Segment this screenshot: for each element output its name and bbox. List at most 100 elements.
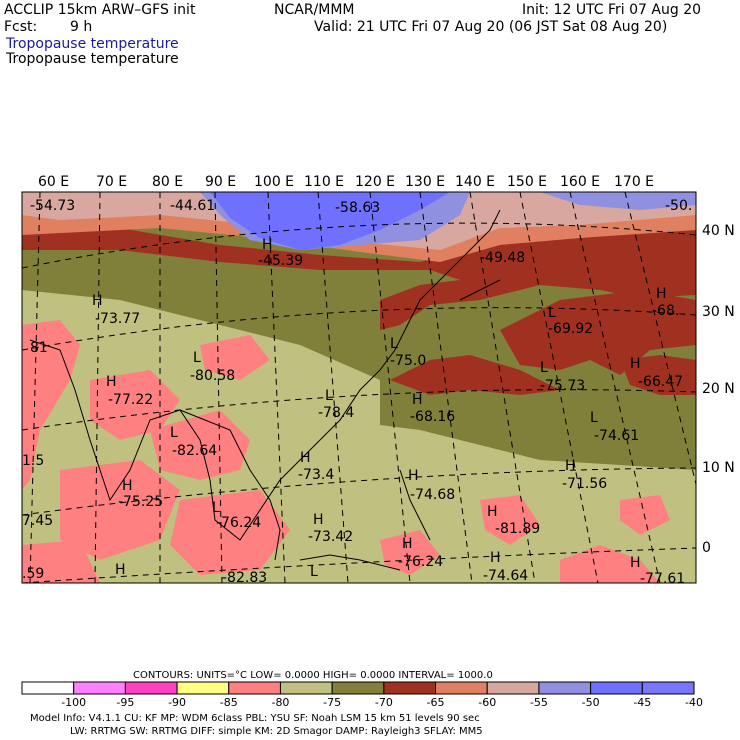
high-marker: H <box>490 550 501 566</box>
extremum-label: -74.61 <box>594 428 639 444</box>
extremum-label: -75.25 <box>118 494 163 510</box>
low-marker: L <box>310 564 318 580</box>
map-frame <box>21 191 697 584</box>
extremum-label: -76.24 <box>398 554 443 570</box>
shaded-field-label: Tropopause temperature <box>6 36 179 52</box>
colorbar-swatch <box>331 681 385 695</box>
colorbar-label: -70 <box>375 696 393 709</box>
colorbar-label: -95 <box>116 696 134 709</box>
colorbar-swatch <box>435 681 488 695</box>
high-marker: H <box>262 237 273 253</box>
high-marker: H <box>408 468 419 484</box>
longitude-labels: 60 E 70 E 80 E 90 E 100 E 110 E 120 E 13… <box>38 174 654 190</box>
extremum-label: -80.58 <box>190 368 235 384</box>
colorbar-swatch <box>176 681 230 695</box>
low-marker: L <box>212 500 220 516</box>
colorbar-swatch <box>124 681 178 695</box>
colorbar-label: -75 <box>323 696 341 709</box>
lon-label: 110 E <box>304 174 344 190</box>
colorbar-label: -60 <box>478 696 496 709</box>
fcst-label: Fcst: <box>4 19 38 35</box>
colorbar-swatch <box>73 681 126 695</box>
low-marker: L <box>548 305 556 321</box>
colorbar-label: -40 <box>685 696 703 709</box>
extremum-label: -73.4 <box>298 467 334 483</box>
lat-label: 0 <box>702 540 711 556</box>
lon-label: 100 E <box>254 174 294 190</box>
lon-label: 90 E <box>205 174 236 190</box>
lat-label: 40 N <box>702 223 735 239</box>
extremum-label: -78.4 <box>318 405 354 421</box>
colorbar-labels: -100 -95 -90 -85 -80 -75 -70 -65 -60 -55 -50 -45 -40… <box>61 696 740 709</box>
extremum-label: -75.0 <box>390 353 426 369</box>
high-marker: H <box>300 450 311 466</box>
extremum-label: -68.16 <box>410 409 455 425</box>
colorbar-label: -100 <box>61 696 86 709</box>
extremum-label: .59 <box>22 566 44 582</box>
lon-label: 140 E <box>455 174 495 190</box>
high-marker: H <box>487 504 498 520</box>
extremum-label: -75.73 <box>540 378 585 394</box>
low-marker: L <box>193 350 201 366</box>
colorbar-swatch <box>383 681 437 695</box>
low-marker: L <box>590 410 598 426</box>
extremum-label: -81.89 <box>495 521 540 537</box>
extremum-label: 81 <box>30 340 48 356</box>
extremum-label: -82.64 <box>172 443 217 459</box>
extremum-label: 1.5 <box>22 453 44 469</box>
high-marker: H <box>106 374 117 390</box>
colorbar-label: -45 <box>633 696 651 709</box>
extremum-label: -82.83 <box>222 570 267 586</box>
colorbar-label: -80 <box>271 696 289 709</box>
latitude-labels: 40 N 30 N 20 N 10 N 0 <box>702 223 735 556</box>
colorbar-label: -50 <box>582 696 600 709</box>
extremum-label: -74.64 <box>483 568 528 584</box>
colorbar-swatch <box>228 681 281 695</box>
extremum-label: -73.42 <box>308 529 353 545</box>
fcst-value: 9 h <box>70 19 93 35</box>
lon-label: 60 E <box>38 174 69 190</box>
init-time: Init: 12 UTC Fri 07 Aug 20 <box>522 2 702 18</box>
lon-label: 160 E <box>560 174 600 190</box>
high-marker: H <box>656 286 667 302</box>
valid-time: Valid: 21 UTC Fri 07 Aug 20 (06 JST Sat … <box>314 19 668 35</box>
lat-label: 30 N <box>702 304 735 320</box>
extremum-label: -45.39 <box>258 253 303 269</box>
lon-label: 150 E <box>507 174 547 190</box>
extremum-label: -73.77 <box>95 311 140 327</box>
colorbar-swatch <box>641 681 695 695</box>
extremum-label: -50. <box>665 198 692 214</box>
high-marker: H <box>565 458 576 474</box>
extremum-label: -77.22 <box>108 392 153 408</box>
high-marker: H <box>630 356 641 372</box>
colorbar-swatch <box>538 681 592 695</box>
low-marker: L <box>540 360 548 376</box>
extremum-label: -68. <box>652 303 679 319</box>
contour-field-label: Tropopause temperature <box>6 51 179 67</box>
low-marker: L <box>170 425 178 441</box>
high-marker: H <box>630 555 641 571</box>
lat-label: 10 N <box>702 460 735 476</box>
colorbar-swatch <box>279 681 333 695</box>
colorbar-swatch <box>486 681 540 695</box>
high-marker: H <box>313 512 324 528</box>
high-marker: H <box>412 392 423 408</box>
extremum-label: -71.56 <box>562 476 607 492</box>
extremum-label: -44.61 <box>170 198 215 214</box>
center-label: NCAR/MMM <box>274 2 355 18</box>
colorbar <box>21 681 695 695</box>
colorbar-swatch <box>21 681 75 695</box>
extremum-label: -74.68 <box>410 487 455 503</box>
extrema-labels: -54.73 -44.61 -58.63 -50. H -45.39 -49.4… <box>22 198 692 587</box>
shaded-temperature-field <box>22 192 696 583</box>
lon-label: 170 E <box>614 174 654 190</box>
high-marker: H <box>115 562 126 578</box>
extremum-label: -77.61 <box>640 571 685 587</box>
extremum-label: -76.24 <box>216 515 261 531</box>
lon-label: 130 E <box>405 174 445 190</box>
extremum-label: -54.73 <box>30 198 75 214</box>
colorbar-label: -55 <box>530 696 548 709</box>
low-marker: L <box>390 336 398 352</box>
colorbar-swatch <box>590 681 643 695</box>
